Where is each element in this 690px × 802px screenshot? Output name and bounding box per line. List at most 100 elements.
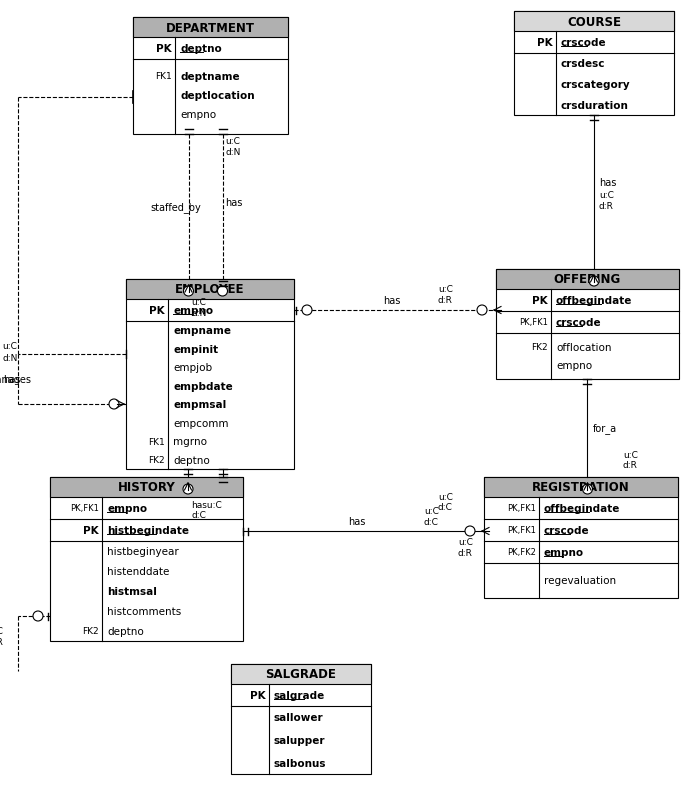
Text: deptno: deptno	[173, 456, 210, 465]
Text: staffed_by: staffed_by	[150, 202, 201, 213]
Text: u:C: u:C	[438, 493, 453, 502]
Text: PK,FK1: PK,FK1	[519, 318, 548, 327]
Text: offbegindate: offbegindate	[556, 296, 632, 306]
Text: hasu:C: hasu:C	[191, 501, 221, 510]
Text: u:C
d:R: u:C d:R	[458, 537, 473, 557]
Text: EMPLOYEE: EMPLOYEE	[175, 283, 245, 296]
Text: empno: empno	[107, 504, 147, 513]
Bar	[514, 12, 674, 115]
Text: PK: PK	[149, 306, 165, 316]
Bar	[514, 12, 674, 32]
Text: crsdesc: crsdesc	[561, 59, 606, 69]
Bar	[484, 477, 678, 497]
Text: deptno: deptno	[180, 44, 221, 54]
Text: histmsal: histmsal	[107, 586, 157, 596]
Text: PK: PK	[533, 296, 548, 306]
Circle shape	[109, 399, 119, 410]
Text: u:C
d:C: u:C d:C	[424, 507, 439, 526]
Text: SALGRADE: SALGRADE	[266, 668, 337, 681]
Text: mgrno: mgrno	[173, 437, 207, 447]
Text: PK: PK	[83, 525, 99, 535]
Bar	[50, 477, 243, 642]
Text: OFFERING: OFFERING	[554, 273, 621, 286]
Text: d:R: d:R	[623, 461, 638, 470]
Text: empno: empno	[180, 111, 216, 120]
Text: PK,FK1: PK,FK1	[70, 504, 99, 512]
Text: u:C
d:N: u:C d:N	[226, 137, 241, 156]
Text: has: has	[226, 197, 243, 207]
Text: PK: PK	[538, 38, 553, 48]
Bar	[126, 280, 294, 300]
Text: PK,FK1: PK,FK1	[507, 504, 536, 512]
Bar	[126, 280, 294, 469]
Text: regevaluation: regevaluation	[544, 576, 616, 585]
Text: crscode: crscode	[544, 525, 590, 535]
Bar	[484, 477, 678, 598]
Text: empcomm: empcomm	[173, 418, 228, 428]
Circle shape	[302, 306, 312, 316]
Text: empno: empno	[556, 361, 592, 371]
Text: manages: manages	[0, 375, 31, 384]
Text: for_a: for_a	[593, 423, 617, 434]
Circle shape	[589, 277, 599, 286]
Text: COURSE: COURSE	[567, 15, 621, 28]
Text: FK1: FK1	[148, 437, 165, 446]
Text: has: has	[599, 178, 616, 188]
Text: empjob: empjob	[173, 363, 212, 373]
Bar	[231, 664, 371, 684]
Text: PK,FK1: PK,FK1	[507, 526, 536, 535]
Text: salgrade: salgrade	[274, 691, 325, 700]
Circle shape	[582, 484, 593, 494]
Text: PK,FK2: PK,FK2	[507, 548, 536, 557]
Bar	[496, 269, 679, 290]
Bar	[133, 18, 288, 135]
Text: empbdate: empbdate	[173, 381, 233, 391]
Circle shape	[183, 484, 193, 494]
Text: has: has	[348, 516, 366, 526]
Text: sallower: sallower	[274, 712, 324, 723]
Text: u:C: u:C	[2, 342, 17, 351]
Text: empno: empno	[544, 547, 584, 557]
Text: salbonus: salbonus	[274, 758, 326, 768]
Text: empno: empno	[173, 306, 213, 316]
Text: FK2: FK2	[82, 626, 99, 636]
Bar	[50, 477, 243, 497]
Text: empmsal: empmsal	[173, 399, 226, 410]
Text: deptname: deptname	[180, 71, 239, 81]
Text: crscode: crscode	[556, 318, 602, 327]
Text: FK2: FK2	[531, 343, 548, 352]
Circle shape	[33, 611, 43, 622]
Text: histbegindate: histbegindate	[107, 525, 189, 535]
Bar	[496, 269, 679, 379]
Text: u:C
d:R: u:C d:R	[438, 285, 453, 304]
Text: crscode: crscode	[561, 38, 607, 48]
Text: histenddate: histenddate	[107, 566, 169, 577]
Bar	[133, 18, 288, 38]
Bar	[231, 664, 371, 774]
Circle shape	[477, 306, 487, 316]
Text: empinit: empinit	[173, 344, 218, 354]
Text: histbeginyear: histbeginyear	[107, 546, 179, 557]
Text: PK: PK	[250, 691, 266, 700]
Text: u:C
d:R: u:C d:R	[599, 191, 614, 210]
Text: u:C
d:R: u:C d:R	[0, 626, 3, 646]
Text: FK1: FK1	[155, 72, 172, 81]
Text: REGISTRATION: REGISTRATION	[532, 481, 630, 494]
Text: histcomments: histcomments	[107, 606, 181, 616]
Text: u:C: u:C	[623, 451, 638, 460]
Text: d:N: d:N	[2, 354, 17, 363]
Text: offbegindate: offbegindate	[544, 504, 620, 513]
Text: crsduration: crsduration	[561, 100, 629, 111]
Circle shape	[184, 286, 193, 297]
Text: FK2: FK2	[148, 456, 165, 464]
Text: empname: empname	[173, 326, 231, 336]
Text: salupper: salupper	[274, 735, 326, 745]
Text: deptlocation: deptlocation	[180, 91, 255, 101]
Text: d:C: d:C	[191, 511, 206, 520]
Text: crscategory: crscategory	[561, 80, 631, 90]
Text: deptno: deptno	[107, 626, 144, 636]
Text: has: has	[3, 375, 21, 384]
Text: d:C: d:C	[438, 503, 453, 512]
Text: u:C
d:N: u:C d:N	[192, 298, 207, 318]
Text: PK: PK	[157, 44, 172, 54]
